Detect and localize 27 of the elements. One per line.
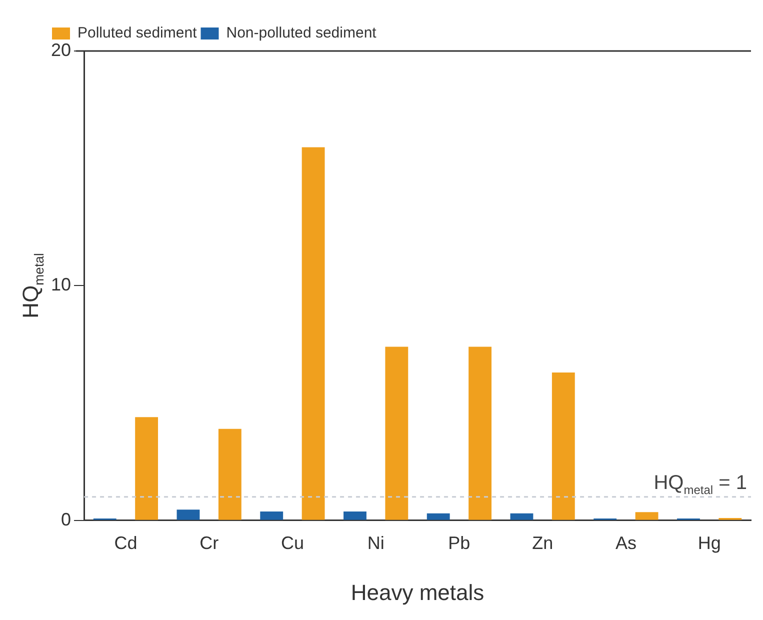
x-tick-label: Hg xyxy=(698,533,721,554)
x-tick-label: Zn xyxy=(532,533,554,554)
y-tick-label: 20 xyxy=(50,40,72,60)
bar xyxy=(552,372,575,520)
x-tick-label: Ni xyxy=(367,533,384,554)
bar xyxy=(468,346,492,520)
bar xyxy=(426,513,450,520)
y-tick-label: 0 xyxy=(61,509,72,530)
legend-label: Non-polluted sediment xyxy=(226,24,378,42)
bar xyxy=(344,511,366,520)
bar xyxy=(510,513,534,520)
x-tick-label: Cd xyxy=(114,533,138,554)
bar xyxy=(635,512,658,520)
x-axis-title: Heavy metals xyxy=(350,580,484,605)
bar xyxy=(218,428,242,520)
y-tick-label: 10 xyxy=(50,274,72,295)
y-axis-title: HQmetal xyxy=(18,253,46,318)
bar xyxy=(385,346,408,520)
x-tick-label: Cu xyxy=(280,533,304,554)
bar xyxy=(176,510,200,520)
bar xyxy=(260,511,284,520)
legend-label: Polluted sediment xyxy=(78,24,198,42)
x-tick-label: Pb xyxy=(448,533,470,554)
x-tick-label: As xyxy=(615,533,636,554)
x-tick-label: Cr xyxy=(200,533,219,554)
bar xyxy=(302,147,325,520)
bar xyxy=(135,417,158,520)
